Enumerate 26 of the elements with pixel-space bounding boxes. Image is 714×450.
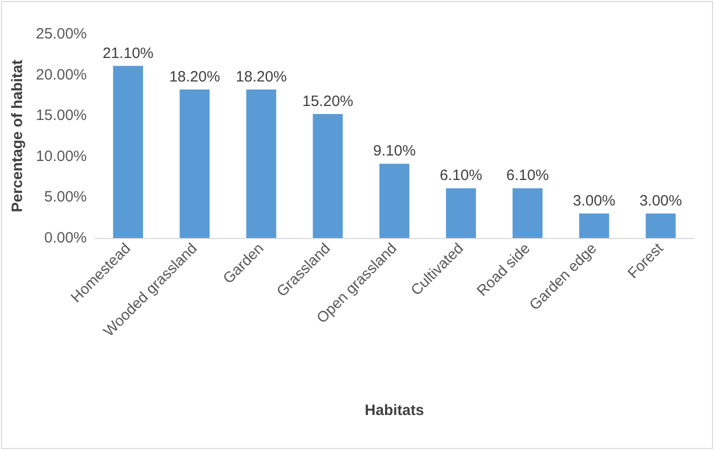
bar <box>579 214 610 238</box>
y-tick-label: 0.00% <box>44 230 87 246</box>
y-axis-title: Percentage of habitat <box>9 60 26 212</box>
data-label: 3.00% <box>639 192 682 210</box>
data-label: 18.20% <box>169 68 220 86</box>
x-axis-title: Habitats <box>364 402 424 419</box>
bar <box>379 164 410 238</box>
y-tick-label: 5.00% <box>44 188 87 206</box>
data-label: 21.10% <box>102 44 154 62</box>
bar <box>246 89 276 238</box>
data-label: 3.00% <box>572 192 616 210</box>
y-tick-label: 15.00% <box>36 107 87 124</box>
data-label: 6.10% <box>506 167 549 184</box>
bar <box>312 114 343 238</box>
y-tick-label: 25.00% <box>36 26 87 42</box>
data-label: 6.10% <box>440 167 482 184</box>
bar <box>113 66 144 238</box>
y-tick-label: 20.00% <box>36 66 87 84</box>
data-label: 18.20% <box>236 68 287 86</box>
data-label: 9.10% <box>373 142 416 160</box>
bar <box>512 188 543 238</box>
bar <box>446 188 476 238</box>
bar <box>180 89 210 238</box>
y-tick-label: 10.00% <box>36 148 87 165</box>
bar <box>646 214 676 238</box>
data-label: 15.20% <box>302 92 354 110</box>
